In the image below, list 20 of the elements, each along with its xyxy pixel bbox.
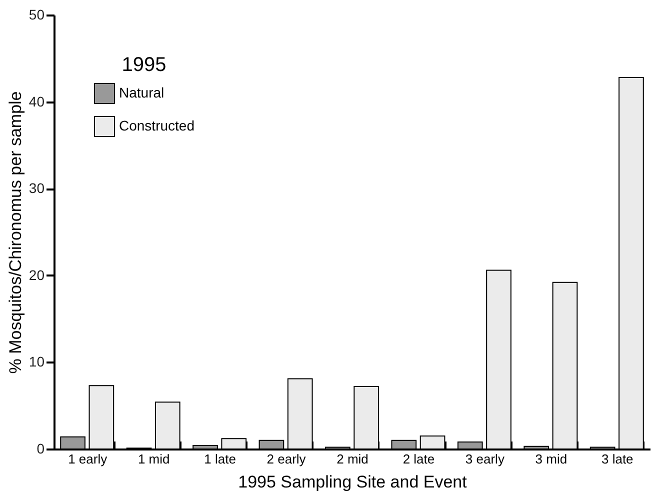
y-tick-label: 0	[36, 440, 45, 456]
x-tick-label: 3 mid	[535, 452, 568, 466]
legend-label: Constructed	[119, 118, 194, 134]
y-tick-label: 10	[28, 354, 45, 370]
x-tick-label: 2 late	[402, 452, 435, 466]
x-tick-label: 3 early	[465, 452, 505, 466]
x-axis-title: 1995 Sampling Site and Event	[238, 472, 468, 492]
x-tick-label: 1 mid	[138, 452, 170, 466]
y-tick-label: 50	[28, 6, 45, 22]
x-tick-label: 2 mid	[336, 452, 368, 466]
x-tick-label: 3 late	[601, 452, 634, 466]
x-tick-label: 2 early	[266, 452, 306, 466]
x-tick-label: 1 late	[204, 452, 236, 466]
legend-label: Natural	[119, 84, 164, 100]
y-axis-title: % Mosquitos/Chironomus per sample	[6, 91, 25, 374]
legend-title: 1995	[122, 54, 166, 76]
y-tick-label: 30	[28, 180, 45, 196]
y-tick-label: 40	[28, 93, 45, 110]
x-tick-label: 1 early	[68, 452, 108, 466]
y-tick-label: 20	[28, 266, 45, 283]
